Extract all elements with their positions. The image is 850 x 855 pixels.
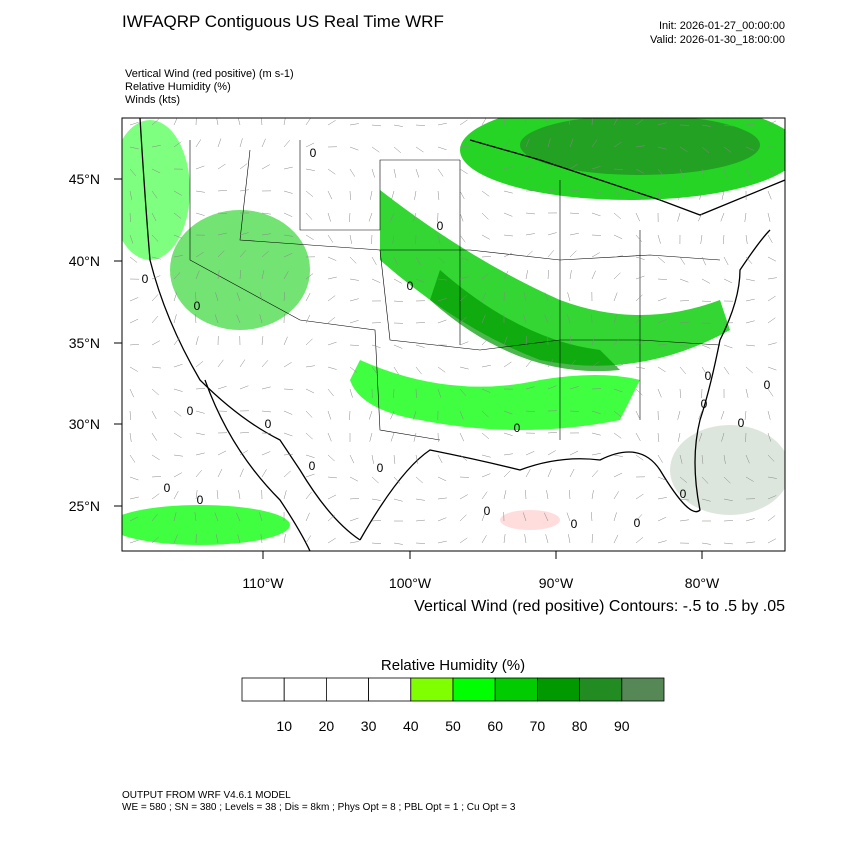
- field-name: Winds (kts): [125, 94, 180, 106]
- contour-label: 0: [194, 299, 201, 313]
- colorbar-label: 30: [361, 718, 377, 734]
- colorbar-swatch: [326, 678, 368, 701]
- field-name: Relative Humidity (%): [125, 81, 231, 93]
- field-list: Vertical Wind (red positive) (m s-1)Rela…: [125, 68, 294, 106]
- contour-label: 0: [437, 219, 444, 233]
- colorbar-label: 90: [614, 718, 630, 734]
- colorbar-label: 40: [403, 718, 419, 734]
- contour-label: 0: [187, 404, 194, 418]
- init-time: Init: 2026-01-27_00:00:00: [659, 20, 785, 32]
- colorbar-swatch: [622, 678, 664, 701]
- lat-label: 35°N: [69, 335, 100, 351]
- contour-label: 0: [705, 369, 712, 383]
- colorbar-swatch: [580, 678, 622, 701]
- colorbar: 10 20 30 40 50 60 70 80 90: [242, 678, 664, 734]
- colorbar-swatch: [284, 678, 326, 701]
- contour-label: 0: [764, 378, 771, 392]
- colorbar-label: 80: [572, 718, 588, 734]
- contour-label: 0: [164, 481, 171, 495]
- footer-line: WE = 580 ; SN = 380 ; Levels = 38 ; Dis …: [122, 802, 516, 813]
- map-panel: 0 0 0 0 0 0 0 0 0 0 0 0 0 0 0 0 0 0 0 0 45°N 40°N 35°N 30°N 25°…: [69, 100, 800, 591]
- valid-time: Valid: 2026-01-30_18:00:00: [650, 34, 785, 46]
- contour-label: 0: [265, 417, 272, 431]
- colorbar-label: 20: [319, 718, 335, 734]
- contour-label: 0: [514, 421, 521, 435]
- colorbar-label: 50: [445, 718, 461, 734]
- lat-label: 30°N: [69, 416, 100, 432]
- contour-label: 0: [634, 516, 641, 530]
- colorbar-swatch: [537, 678, 579, 701]
- colorbar-label: 70: [530, 718, 546, 734]
- contour-label: 0: [309, 459, 316, 473]
- contour-label: 0: [377, 461, 384, 475]
- lat-label: 40°N: [69, 253, 100, 269]
- contour-label: 0: [680, 487, 687, 501]
- title: IWFAQRP Contiguous US Real Time WRF: [122, 12, 444, 31]
- colorbar-label: 60: [487, 718, 503, 734]
- contour-label: 0: [197, 493, 204, 507]
- contour-note: Vertical Wind (red positive) Contours: -…: [414, 598, 785, 615]
- lat-label: 45°N: [69, 171, 100, 187]
- contour-label: 0: [738, 416, 745, 430]
- colorbar-swatch: [453, 678, 495, 701]
- contour-label: 0: [142, 272, 149, 286]
- contour-label: 0: [571, 517, 578, 531]
- colorbar-swatch: [242, 678, 284, 701]
- lon-label: 100°W: [389, 575, 432, 591]
- contour-label: 0: [484, 504, 491, 518]
- field-name: Vertical Wind (red positive) (m s-1): [125, 68, 294, 80]
- lat-label: 25°N: [69, 498, 100, 514]
- colorbar-swatch: [495, 678, 537, 701]
- colorbar-label: 10: [276, 718, 292, 734]
- contour-label: 0: [407, 279, 414, 293]
- footer-line: OUTPUT FROM WRF V4.6.1 MODEL: [122, 790, 291, 801]
- colorbar-swatch: [369, 678, 411, 701]
- lon-label: 80°W: [685, 575, 720, 591]
- contour-label: 0: [701, 397, 708, 411]
- colorbar-swatch: [411, 678, 453, 701]
- colorbar-title: Relative Humidity (%): [381, 657, 525, 674]
- lon-label: 90°W: [539, 575, 574, 591]
- contour-label: 0: [310, 146, 317, 160]
- lon-label: 110°W: [242, 575, 284, 591]
